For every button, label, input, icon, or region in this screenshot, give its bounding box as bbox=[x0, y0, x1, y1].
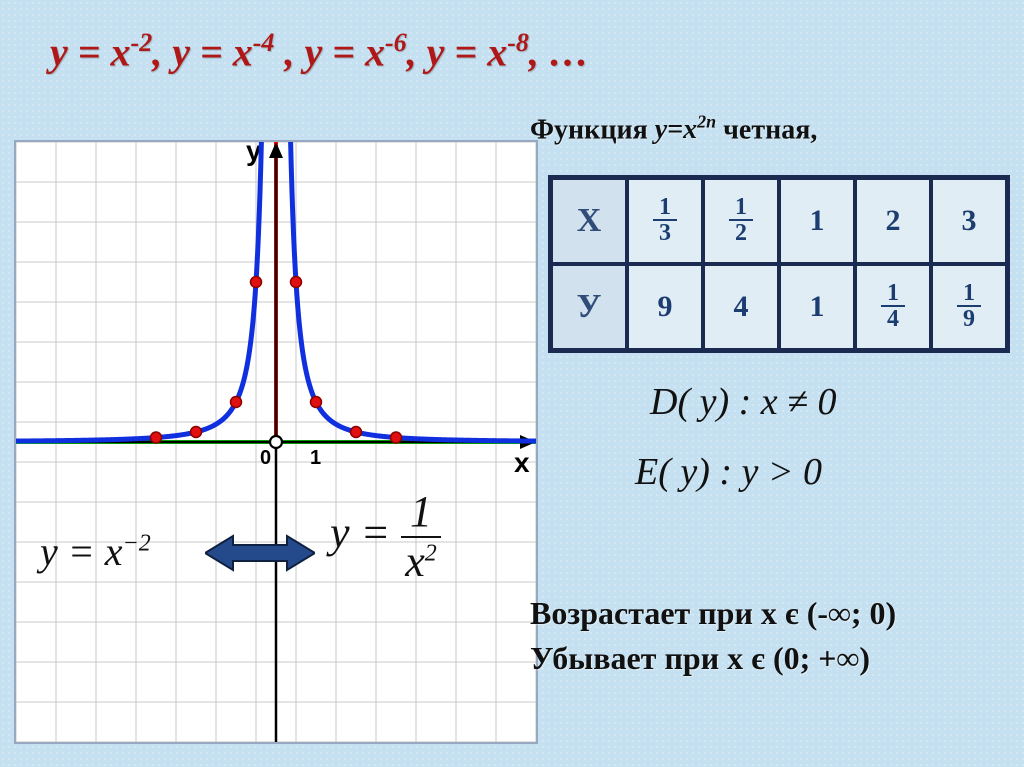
table-header-x: X bbox=[551, 178, 627, 264]
range-text: E( y) : y > 0 bbox=[635, 450, 822, 494]
table-cell-y-0: 9 bbox=[627, 264, 703, 350]
subtitle-fn-exp: 2n bbox=[697, 112, 716, 132]
table-row-x: X 13 12 1 2 3 bbox=[551, 178, 1007, 264]
function-graph: 01yx bbox=[14, 140, 538, 744]
table-cell-x-1: 12 bbox=[703, 178, 779, 264]
value-table: X 13 12 1 2 3 У 9 4 1 14 19 bbox=[548, 175, 1010, 353]
svg-text:1: 1 bbox=[310, 447, 321, 469]
table-cell-x-2: 1 bbox=[779, 178, 855, 264]
decreasing-text: Убывает при х є (0; +∞) bbox=[530, 640, 870, 677]
table-cell-x-0: 13 bbox=[627, 178, 703, 264]
table-cell-y-1: 4 bbox=[703, 264, 779, 350]
table-cell-x-4: 3 bbox=[931, 178, 1007, 264]
table-row-y: У 9 4 1 14 19 bbox=[551, 264, 1007, 350]
subtitle-even-function: Функция y=x2n четная, bbox=[530, 112, 817, 146]
double-arrow-icon bbox=[205, 532, 315, 574]
domain-text: D( y) : x ≠ 0 bbox=[650, 380, 837, 424]
table-header-y: У bbox=[551, 264, 627, 350]
svg-text:x: x bbox=[514, 447, 530, 478]
lhs-formula: y = x−2 bbox=[40, 528, 151, 575]
subtitle-suffix: четная, bbox=[716, 114, 817, 145]
subtitle-prefix: Функция bbox=[530, 114, 655, 145]
table-cell-y-2: 1 bbox=[779, 264, 855, 350]
table-cell-y-4: 19 bbox=[931, 264, 1007, 350]
table-cell-y-3: 14 bbox=[855, 264, 931, 350]
title-formulas: y = x-2, y = x-4 , y = x-6, y = x-8, … bbox=[50, 28, 589, 75]
table-cell-x-3: 2 bbox=[855, 178, 931, 264]
increasing-text: Возрастает при х є (-∞; 0) bbox=[530, 595, 896, 632]
rhs-formula: y = 1x2 bbox=[330, 490, 441, 584]
svg-text:0: 0 bbox=[260, 447, 271, 469]
subtitle-fn-base: y=x bbox=[655, 114, 697, 145]
